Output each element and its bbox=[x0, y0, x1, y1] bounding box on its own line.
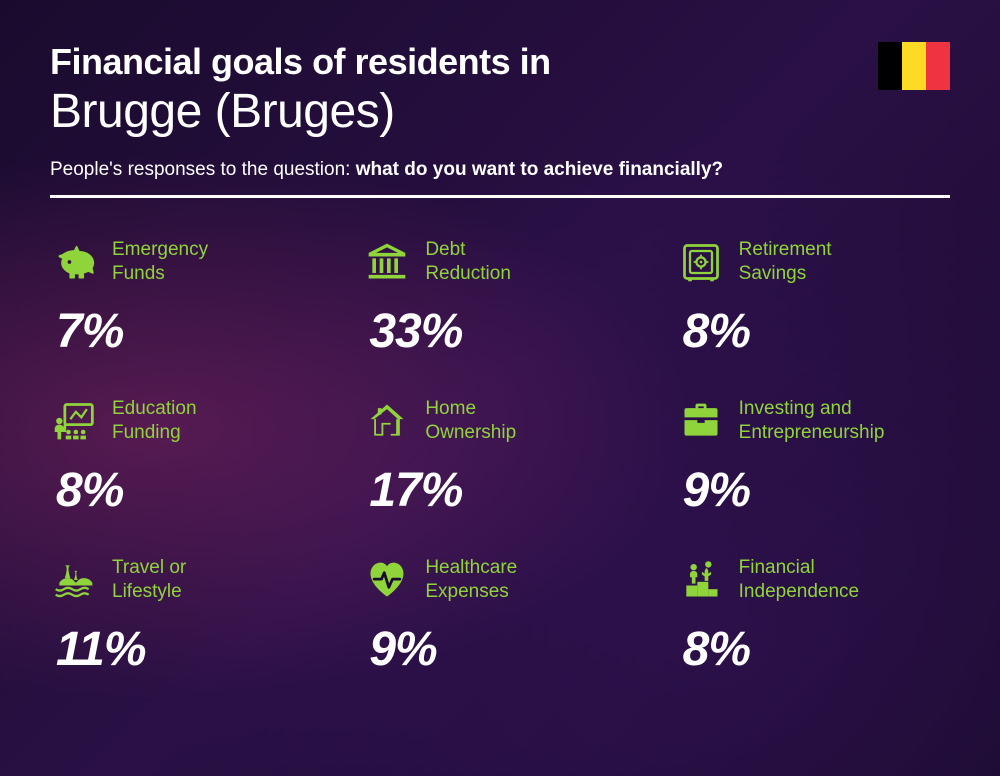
goal-label: DebtReduction bbox=[425, 238, 511, 286]
goal-label: Travel orLifestyle bbox=[112, 556, 186, 604]
subtitle-lead: People's responses to the question: bbox=[50, 159, 356, 180]
subtitle: People's responses to the question: what… bbox=[50, 159, 950, 181]
header: Financial goals of residents in Brugge (… bbox=[50, 42, 950, 198]
flag-stripe-black bbox=[878, 42, 902, 90]
goal-label: FinancialIndependence bbox=[739, 556, 859, 604]
flag-stripe-yellow bbox=[902, 42, 926, 90]
goal-item-top: Travel orLifestyle bbox=[50, 556, 323, 604]
goal-item-top: Investing andEntrepreneurship bbox=[677, 397, 950, 445]
goal-label: HomeOwnership bbox=[425, 397, 516, 445]
goal-value: 7% bbox=[56, 304, 323, 359]
goal-item-top: RetirementSavings bbox=[677, 238, 950, 286]
goal-item: Investing andEntrepreneurship 9% bbox=[677, 397, 950, 518]
goal-value: 17% bbox=[369, 463, 636, 518]
goal-item: Travel orLifestyle 11% bbox=[50, 556, 323, 677]
goal-item-top: HomeOwnership bbox=[363, 397, 636, 445]
goal-value: 8% bbox=[683, 622, 950, 677]
title-city: Brugge (Bruges) bbox=[50, 84, 950, 139]
goal-item-top: HealthcareExpenses bbox=[363, 556, 636, 604]
piggy-icon bbox=[50, 238, 98, 286]
home-icon bbox=[363, 397, 411, 445]
goal-value: 8% bbox=[683, 304, 950, 359]
goal-item: EducationFunding 8% bbox=[50, 397, 323, 518]
goal-item: FinancialIndependence 8% bbox=[677, 556, 950, 677]
goal-value: 8% bbox=[56, 463, 323, 518]
goal-label: EducationFunding bbox=[112, 397, 197, 445]
goals-grid: EmergencyFunds 7% DebtReduction 33% Retireme… bbox=[50, 238, 950, 677]
briefcase-icon bbox=[677, 397, 725, 445]
subtitle-bold: what do you want to achieve financially? bbox=[356, 159, 723, 180]
goal-value: 33% bbox=[369, 304, 636, 359]
goal-item: HomeOwnership 17% bbox=[363, 397, 636, 518]
goal-value: 11% bbox=[56, 622, 323, 677]
goal-item-top: DebtReduction bbox=[363, 238, 636, 286]
goal-item-top: FinancialIndependence bbox=[677, 556, 950, 604]
goal-item: HealthcareExpenses 9% bbox=[363, 556, 636, 677]
goal-label: Investing andEntrepreneurship bbox=[739, 397, 885, 445]
divider bbox=[50, 195, 950, 198]
belgium-flag bbox=[878, 42, 950, 90]
goal-label: RetirementSavings bbox=[739, 238, 832, 286]
goal-label: HealthcareExpenses bbox=[425, 556, 517, 604]
bank-icon bbox=[363, 238, 411, 286]
goal-item-top: EmergencyFunds bbox=[50, 238, 323, 286]
goal-item: DebtReduction 33% bbox=[363, 238, 636, 359]
goal-label: EmergencyFunds bbox=[112, 238, 208, 286]
goal-item-top: EducationFunding bbox=[50, 397, 323, 445]
goal-value: 9% bbox=[683, 463, 950, 518]
goal-item: RetirementSavings 8% bbox=[677, 238, 950, 359]
title-prefix: Financial goals of residents in bbox=[50, 42, 950, 82]
health-icon bbox=[363, 556, 411, 604]
flag-stripe-red bbox=[926, 42, 950, 90]
goal-item: EmergencyFunds 7% bbox=[50, 238, 323, 359]
podium-icon bbox=[677, 556, 725, 604]
education-icon bbox=[50, 397, 98, 445]
travel-icon bbox=[50, 556, 98, 604]
goal-value: 9% bbox=[369, 622, 636, 677]
safe-icon bbox=[677, 238, 725, 286]
